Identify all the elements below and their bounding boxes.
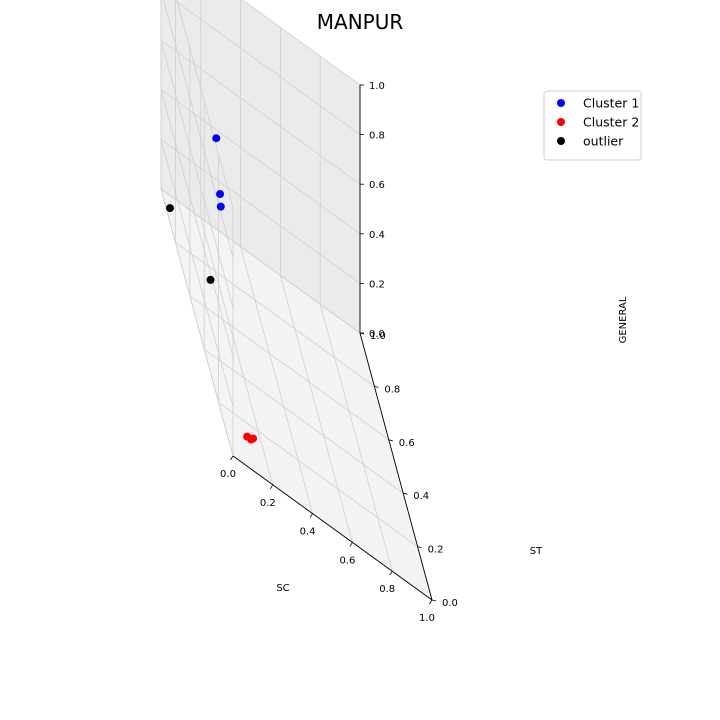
y-axis-label: ST [530,546,543,557]
z-tick-label: 0.4 [369,230,385,241]
grid-line [241,0,361,86]
x-tick-mark [230,455,234,461]
x-tick-mark [349,542,353,547]
x-axis-line [232,455,433,601]
y-tick-mark [431,599,437,602]
y-tick-mark [388,439,393,442]
axes-panes [161,0,432,600]
data-point [216,202,225,211]
data-point [249,434,258,443]
legend-entry: Cluster 2 [583,115,639,130]
y-tick-mark [417,546,422,548]
y-tick-mark [374,386,379,388]
y-tick-label: 0.8 [384,384,400,395]
grid-line [218,402,418,547]
grid-line [175,242,375,387]
y-tick-label: 0.2 [428,545,444,556]
data-point [212,134,221,143]
y-tick-label: 0.4 [413,491,429,502]
y-axis-line [359,332,433,601]
y-tick-label: 0.6 [399,438,415,449]
grid-line [160,139,234,407]
z-tick-label: 0.2 [369,279,385,290]
z-axis-label: GENERAL [618,296,629,343]
y-tick-label: 1.0 [370,331,386,342]
x-tick-label: 0.4 [300,527,316,538]
y-tick-mark [403,492,408,495]
legend-marker [557,137,565,145]
x-tick-label: 1.0 [419,613,435,624]
axis-lines [232,85,433,601]
grid-line [240,246,313,514]
data-point [216,190,225,199]
z-tick-label: 0.0 [369,329,385,340]
y-tick-label: 0.0 [442,598,458,609]
x-tick-label: 0.2 [260,498,276,509]
grid-line [160,188,234,457]
z-tick-label: 1.0 [369,81,385,92]
grid-line [163,0,234,258]
legend: Cluster 1 Cluster 2 outlier [543,90,642,161]
grid-line [160,188,361,334]
grid-line [189,295,390,441]
data-points [166,134,258,444]
data-point [166,204,175,213]
chart-title: MANPUR [317,10,404,34]
grid-line [200,217,274,485]
grid-line [319,304,393,572]
data-point [206,275,215,284]
grid-line [203,348,404,494]
x-tick-mark [389,570,393,576]
z-tick-label: 0.8 [369,131,385,142]
x-tick-label: 0.6 [339,555,355,566]
tick-labels: 0.00.20.40.60.81.00.00.20.40.60.81.00.00… [220,81,458,624]
legend-marker [557,118,565,126]
x-tick-mark [269,484,274,490]
grid-line [280,275,353,543]
back-wall-pane [161,0,360,333]
grid-line [160,89,234,357]
grid-line [176,0,234,209]
x-tick-mark [429,599,433,605]
legend-box [543,90,642,161]
x-axis-label: SC [276,583,289,594]
legend-entry: Cluster 1 [583,96,639,111]
x-tick-label: 0.0 [220,469,236,480]
grid-line [160,40,234,308]
legend-entry: outlier [583,134,624,149]
x-tick-mark [309,513,313,518]
legend-marker [557,99,565,107]
z-tick-label: 0.6 [369,180,385,191]
grid-line [173,0,361,135]
x-tick-label: 0.8 [379,584,395,595]
